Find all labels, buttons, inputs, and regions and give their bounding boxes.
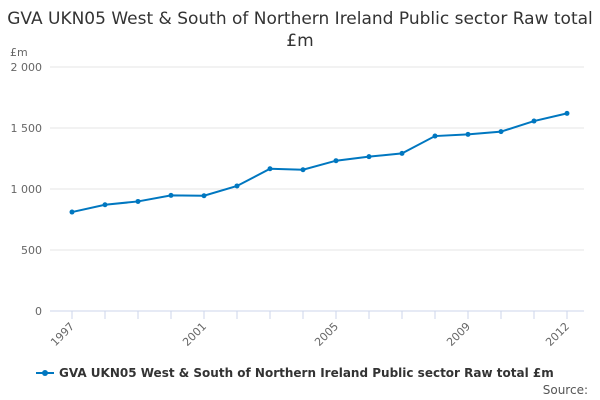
legend-line-marker-icon	[36, 367, 54, 379]
y-tick-label: 1 500	[11, 122, 43, 135]
chart-title: GVA UKN05 West & South of Northern Irela…	[7, 9, 593, 51]
data-point	[300, 167, 306, 173]
data-point	[399, 150, 405, 156]
y-tick-label: 500	[21, 244, 42, 257]
source-label: Source:	[542, 383, 588, 397]
data-point	[102, 202, 108, 208]
data-point	[234, 183, 240, 189]
data-point	[366, 154, 372, 160]
x-tick-label: 2001	[180, 320, 209, 349]
x-tick-label: 1997	[48, 320, 77, 349]
data-point	[135, 198, 141, 204]
data-point	[432, 133, 438, 139]
series-line	[71, 112, 568, 214]
y-tick-label: 2 000	[11, 61, 43, 74]
data-point	[267, 166, 273, 172]
data-point	[333, 158, 339, 164]
x-tick-label: 2005	[312, 320, 341, 349]
data-point	[168, 192, 174, 198]
data-point	[564, 110, 570, 116]
y-tick-label: 1 000	[11, 183, 43, 196]
data-point	[69, 209, 75, 215]
legend-item[interactable]: GVA UKN05 West & South of Northern Irela…	[36, 366, 554, 380]
y-axis-label: £m	[10, 46, 28, 59]
x-tick-label: 2009	[444, 320, 473, 349]
legend-label: GVA UKN05 West & South of Northern Irela…	[59, 366, 554, 380]
data-point	[201, 193, 207, 199]
data-point	[465, 131, 471, 137]
y-tick-label: 0	[35, 305, 42, 318]
data-point	[531, 118, 537, 124]
x-tick-label: 2012	[543, 320, 572, 349]
data-point	[498, 129, 504, 135]
